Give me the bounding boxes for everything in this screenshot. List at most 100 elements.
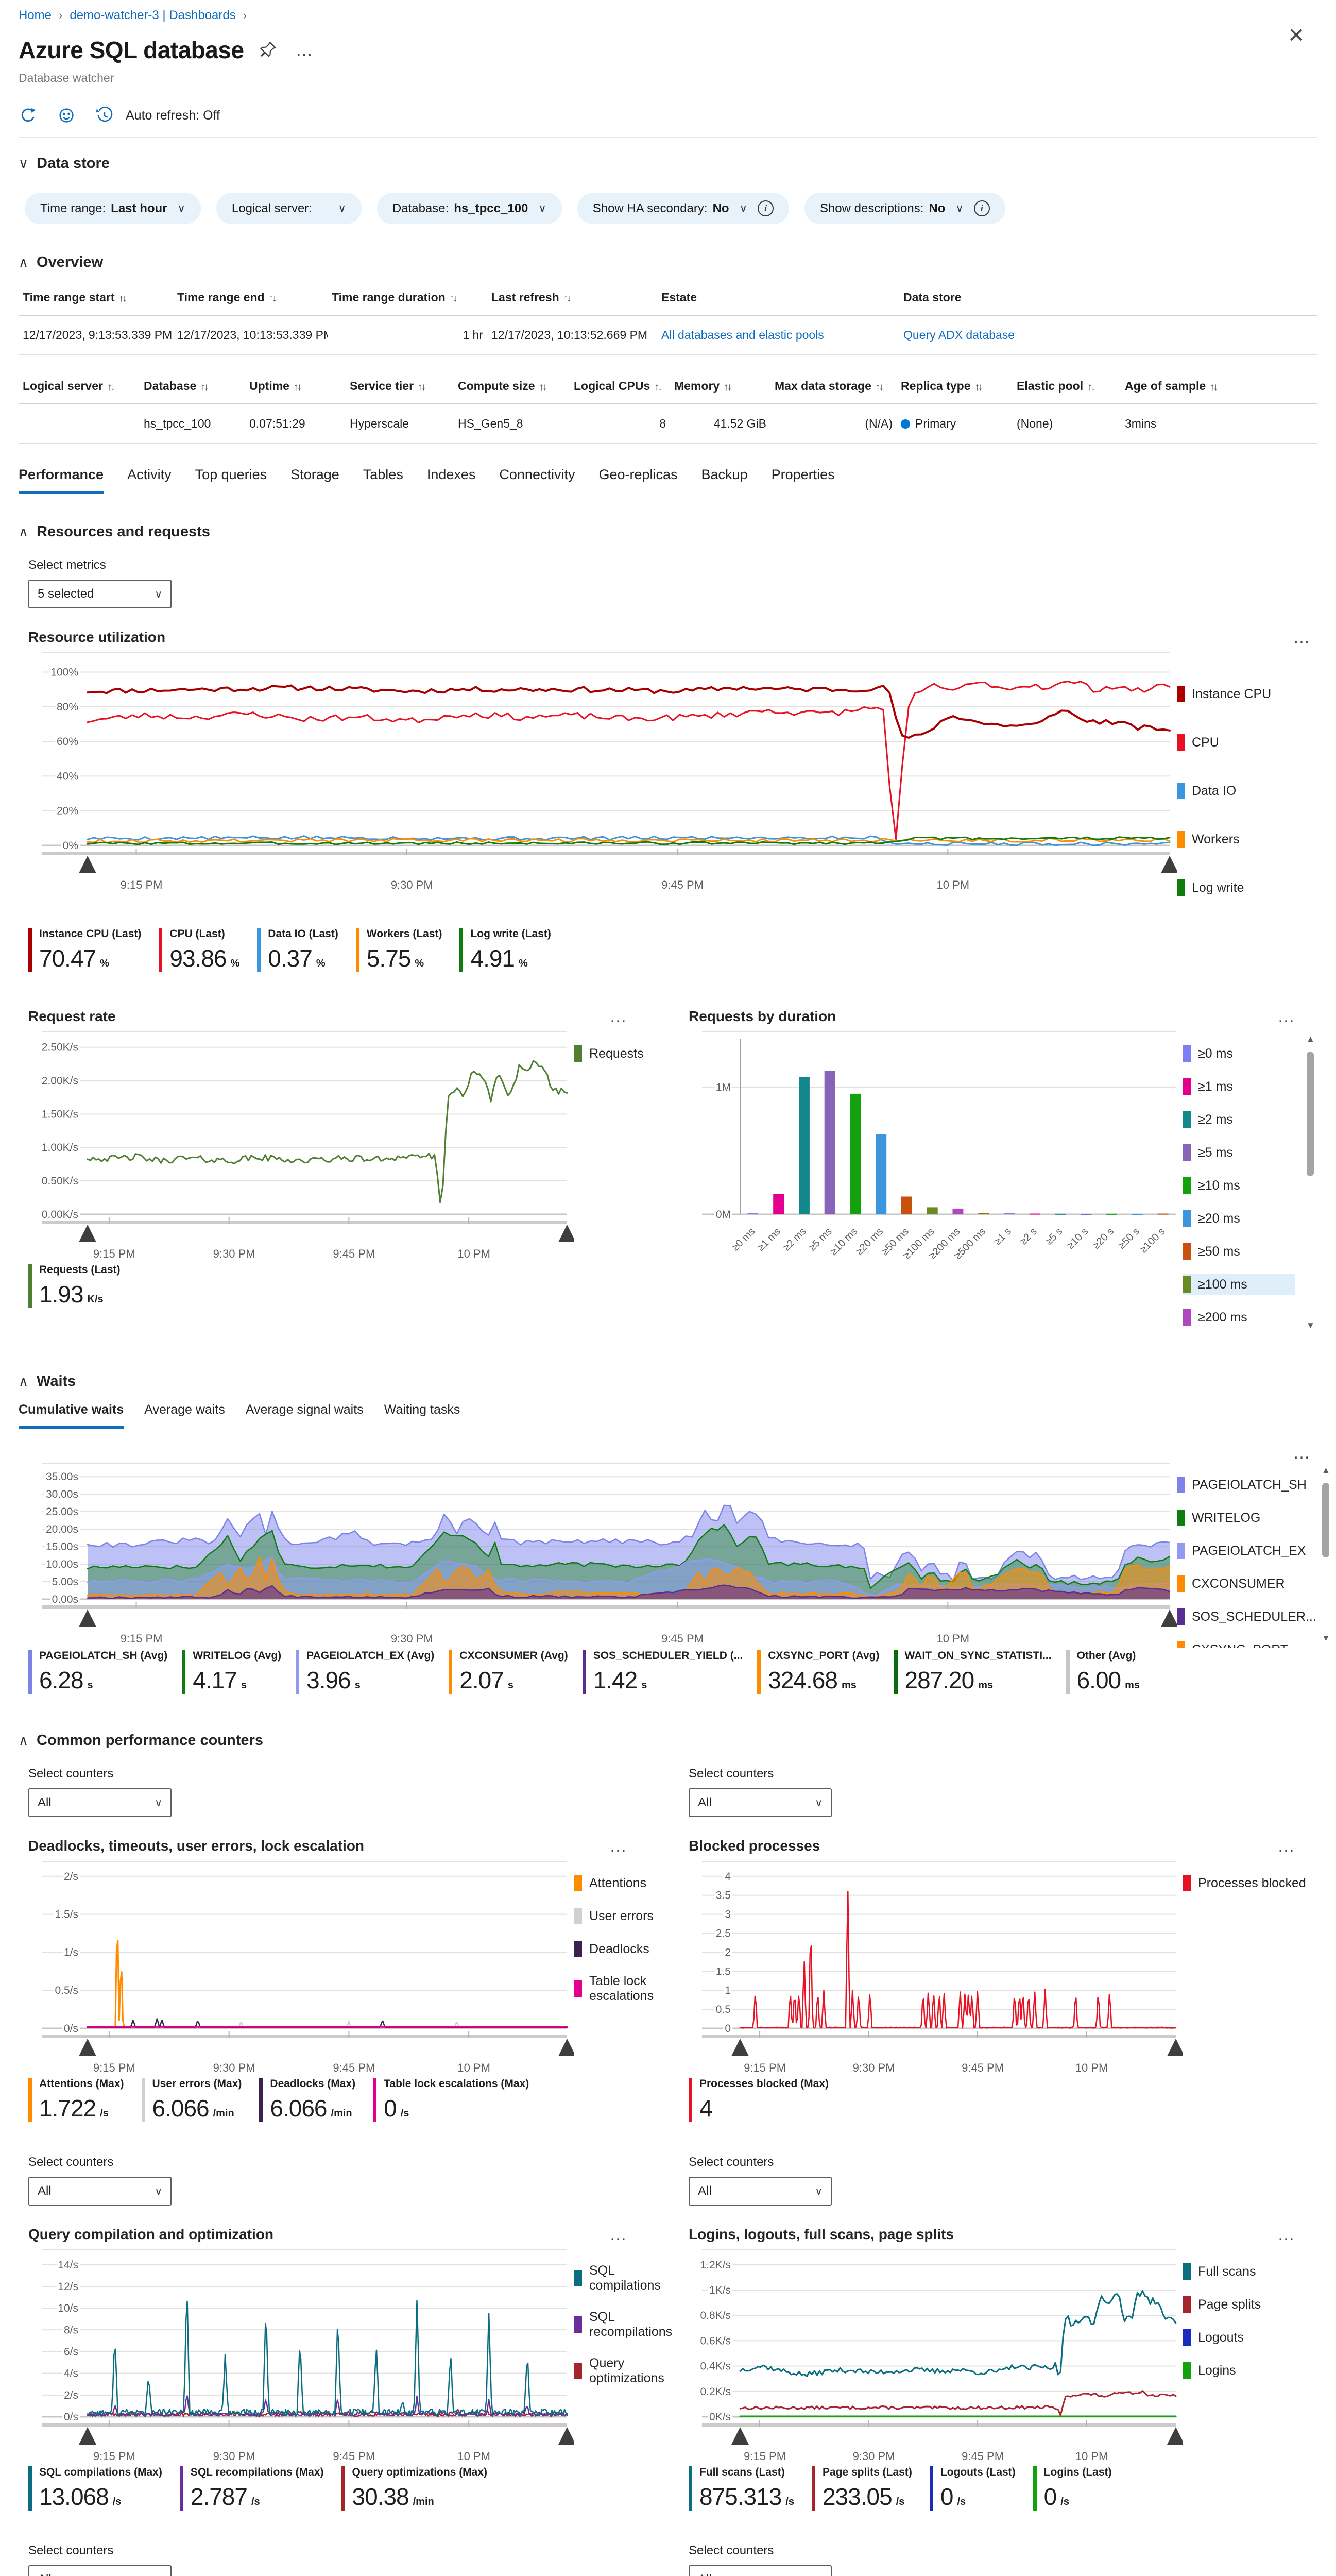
- auto-refresh-label[interactable]: Auto refresh: Off: [126, 108, 220, 123]
- scrollbar-thumb[interactable]: [1322, 1483, 1329, 1557]
- legend-item-cxsync-port[interactable]: CXSYNC_PORT: [1177, 1639, 1310, 1648]
- section-common-performance-counters[interactable]: ∧ Common performance counters: [0, 1732, 1336, 1749]
- legend-item-5-ms[interactable]: ≥5 ms: [1183, 1142, 1295, 1163]
- sort-icon[interactable]: ↑↓: [724, 382, 730, 393]
- tab-properties[interactable]: Properties: [772, 467, 835, 494]
- refresh-icon[interactable]: [19, 106, 38, 125]
- section-overview[interactable]: ∧ Overview: [0, 254, 1336, 271]
- sort-icon[interactable]: ↑↓: [539, 382, 546, 393]
- legend-item-cpu[interactable]: CPU: [1177, 732, 1336, 753]
- filter-pill-database[interactable]: Database: hs_tpcc_100∨: [377, 193, 562, 224]
- column-header-service-tier[interactable]: Service tier↑↓: [346, 369, 454, 404]
- scrollbar-thumb[interactable]: [1307, 1052, 1314, 1176]
- column-header-age-of-sample[interactable]: Age of sample↑↓: [1121, 369, 1317, 404]
- sort-icon[interactable]: ↑↓: [450, 293, 456, 304]
- sort-icon[interactable]: ↑↓: [975, 382, 982, 393]
- tab-geo-replicas[interactable]: Geo-replicas: [598, 467, 677, 494]
- tab-performance[interactable]: Performance: [19, 467, 104, 494]
- pin-icon[interactable]: [260, 41, 277, 60]
- cell-estate[interactable]: All databases and elastic pools: [657, 315, 899, 355]
- sort-icon[interactable]: ↑↓: [1087, 382, 1094, 393]
- sort-icon[interactable]: ↑↓: [563, 293, 570, 304]
- filter-pill-logical-server[interactable]: Logical server:∨: [216, 193, 362, 224]
- scroll-up-icon[interactable]: ▲: [1322, 1465, 1330, 1476]
- column-header-uptime[interactable]: Uptime↑↓: [245, 369, 346, 404]
- legend-item-user-errors[interactable]: User errors: [574, 1906, 659, 1926]
- select-counters-dropdown[interactable]: All ∨: [689, 2177, 832, 2206]
- filter-pill-time-range[interactable]: Time range: Last hour∨: [25, 193, 201, 224]
- sort-icon[interactable]: ↑↓: [294, 382, 300, 393]
- select-counters-dropdown[interactable]: All ∨: [689, 2565, 832, 2576]
- column-header-data-store[interactable]: Data store: [899, 280, 1317, 315]
- sort-icon[interactable]: ↑↓: [269, 293, 276, 304]
- column-header-elastic-pool[interactable]: Elastic pool↑↓: [1013, 369, 1121, 404]
- tab-top-queries[interactable]: Top queries: [195, 467, 267, 494]
- legend-item-logins[interactable]: Logins: [1183, 2360, 1321, 2381]
- select-counters-dropdown[interactable]: All ∨: [28, 1788, 172, 1817]
- legend-item-pageiolatch-ex[interactable]: PAGEIOLATCH_EX: [1177, 1540, 1310, 1561]
- auto-refresh-history-icon[interactable]: [95, 106, 114, 125]
- legend-item-instance-cpu[interactable]: Instance CPU: [1177, 684, 1336, 704]
- legend-item-100-ms[interactable]: ≥100 ms: [1183, 1274, 1295, 1295]
- tab-cumulative-waits[interactable]: Cumulative waits: [19, 1402, 124, 1429]
- section-data-store[interactable]: ∨ Data store: [0, 155, 1336, 172]
- column-header-time-range-start[interactable]: Time range start↑↓: [19, 280, 173, 315]
- section-resources-and-requests[interactable]: ∧ Resources and requests: [0, 523, 1336, 540]
- breadcrumb-watcher-link[interactable]: demo-watcher-3 | Dashboards: [70, 8, 235, 23]
- waits-chart[interactable]: 0.00s5.00s10.00s15.00s20.00s25.00s30.00s…: [28, 1461, 1177, 1647]
- column-header-max-data-storage[interactable]: Max data storage↑↓: [770, 369, 897, 404]
- legend-item-attentions[interactable]: Attentions: [574, 1873, 659, 1893]
- sort-icon[interactable]: ↑↓: [654, 382, 661, 393]
- chart-more-icon[interactable]: …: [1290, 1450, 1313, 1456]
- legend-scrollbar[interactable]: ▲▼: [1304, 1034, 1317, 1331]
- close-icon[interactable]: ×: [1286, 27, 1307, 43]
- legend-item-1-ms[interactable]: ≥1 ms: [1183, 1076, 1295, 1097]
- legend-item-table-lock-escalations[interactable]: Table lock escalations: [574, 1972, 659, 2006]
- sort-icon[interactable]: ↑↓: [119, 293, 126, 304]
- chart-more-icon[interactable]: …: [606, 2231, 630, 2238]
- scroll-down-icon[interactable]: ▼: [1322, 1633, 1330, 1643]
- chart-more-icon[interactable]: …: [1274, 2231, 1298, 2238]
- request-rate-chart[interactable]: 0.00K/s0.50K/s1.00K/s1.50K/s2.00K/s2.50K…: [28, 1030, 574, 1262]
- select-counters-dropdown[interactable]: All ∨: [28, 2177, 172, 2206]
- legend-item-sql-compilations[interactable]: SQL compilations: [574, 2261, 677, 2295]
- column-header-logical-server[interactable]: Logical server↑↓: [19, 369, 140, 404]
- column-header-replica-type[interactable]: Replica type↑↓: [897, 369, 1013, 404]
- column-header-compute-size[interactable]: Compute size↑↓: [454, 369, 570, 404]
- legend-item-processes-blocked[interactable]: Processes blocked: [1183, 1873, 1321, 1893]
- link-query-adx-database[interactable]: Query ADX database: [903, 328, 1015, 342]
- chart-more-icon[interactable]: …: [1274, 1843, 1298, 1849]
- logins-logouts-chart[interactable]: 0K/s0.2K/s0.4K/s0.6K/s0.8K/s1K/s1.2K/s9:…: [689, 2248, 1183, 2464]
- column-header-time-range-end[interactable]: Time range end↑↓: [173, 280, 328, 315]
- link-all-databases-and-elastic-pools[interactable]: All databases and elastic pools: [661, 328, 824, 342]
- tab-average-waits[interactable]: Average waits: [144, 1402, 225, 1429]
- chart-more-icon[interactable]: …: [1274, 1013, 1298, 1020]
- legend-item-data-io[interactable]: Data IO: [1177, 781, 1336, 801]
- tab-tables[interactable]: Tables: [363, 467, 403, 494]
- legend-item-deadlocks[interactable]: Deadlocks: [574, 1939, 659, 1959]
- tab-activity[interactable]: Activity: [127, 467, 172, 494]
- legend-item-cxconsumer[interactable]: CXCONSUMER: [1177, 1573, 1310, 1594]
- cell-data-store[interactable]: Query ADX database: [899, 315, 1317, 355]
- info-icon[interactable]: i: [974, 200, 990, 216]
- legend-item-20-ms[interactable]: ≥20 ms: [1183, 1208, 1295, 1229]
- legend-item-workers[interactable]: Workers: [1177, 829, 1336, 850]
- tab-storage[interactable]: Storage: [290, 467, 339, 494]
- legend-scrollbar[interactable]: ▲▼: [1320, 1465, 1333, 1643]
- column-header-estate[interactable]: Estate: [657, 280, 899, 315]
- legend-item-sql-recompilations[interactable]: SQL recompilations: [574, 2308, 677, 2342]
- info-icon[interactable]: i: [758, 200, 774, 216]
- tab-average-signal-waits[interactable]: Average signal waits: [246, 1402, 364, 1429]
- tab-indexes[interactable]: Indexes: [427, 467, 476, 494]
- chart-more-icon[interactable]: …: [1290, 634, 1313, 640]
- select-counters-dropdown[interactable]: All ∨: [689, 1788, 832, 1817]
- legend-item-page-splits[interactable]: Page splits: [1183, 2294, 1321, 2315]
- column-header-database[interactable]: Database↑↓: [140, 369, 245, 404]
- sort-icon[interactable]: ↑↓: [876, 382, 882, 393]
- legend-item-requests[interactable]: Requests: [574, 1043, 653, 1064]
